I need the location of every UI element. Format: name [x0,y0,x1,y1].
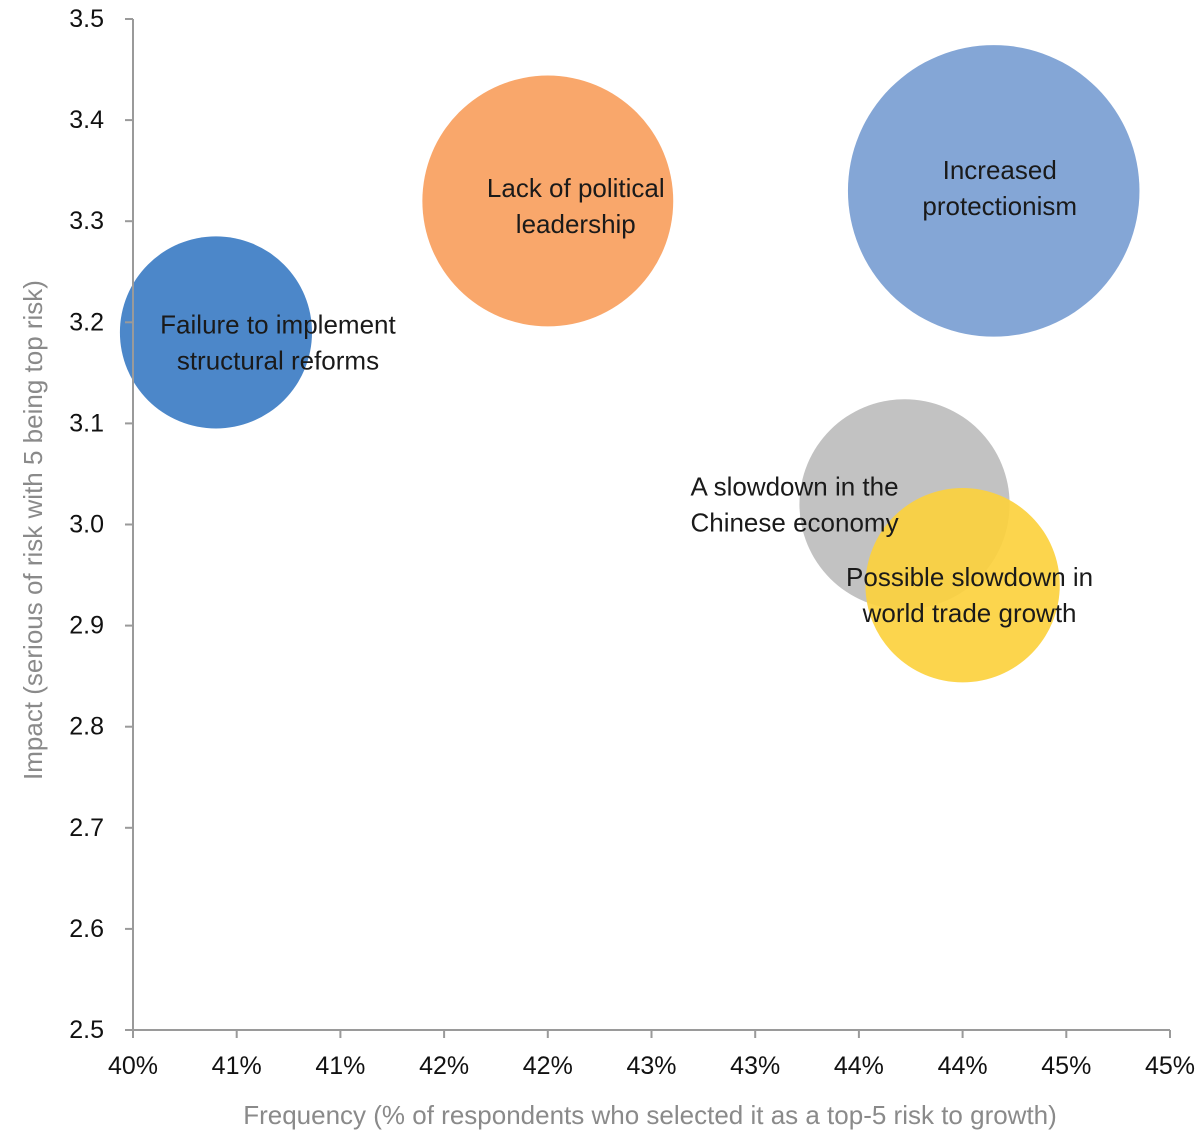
bubble-label: Failure to implement [160,309,396,339]
bubble-label: leadership [516,209,636,239]
x-tick-label: 43% [730,1052,780,1080]
bubble-label-layer: Failure to implement structural reforms La… [160,155,1093,628]
x-tick-label: 40% [108,1052,158,1080]
bubble-label: protectionism [922,191,1077,221]
y-axis-title: Impact (serious of risk with 5 being top… [18,280,48,780]
y-tick-label: 2.8 [69,713,104,741]
x-tick-label: 44% [938,1052,988,1080]
x-tick-label: 41% [212,1052,262,1080]
bubble-label: Lack of political [487,173,665,203]
bubble-label: A slowdown in the [690,471,898,501]
x-tick-label: 42% [523,1052,573,1080]
x-tick-label: 41% [315,1052,365,1080]
bubble-layer [119,45,1140,683]
y-tick-label: 3.1 [69,409,104,437]
x-axis-title: Frequency (% of respondents who selected… [243,1100,1057,1130]
x-tick-label: 45% [1145,1052,1195,1080]
y-tick-label: 2.9 [69,612,104,640]
y-tick-label: 2.6 [69,915,104,943]
x-tick-label: 44% [834,1052,884,1080]
bubble-label: world trade growth [862,598,1077,628]
axes: 2.5 2.6 2.7 2.8 2.9 3.0 3.1 3.2 3.3 3.4 3.5 40% 41% 4… [69,5,1195,1080]
x-tick-label: 42% [419,1052,469,1080]
y-tick-label: 2.5 [69,1016,104,1044]
y-tick-label: 3.0 [69,511,104,539]
bubble-label: structural reforms [177,345,379,375]
bubble [422,75,674,327]
x-tick-label: 43% [626,1052,676,1080]
y-tick-label: 3.4 [69,106,104,134]
x-tick-label: 45% [1041,1052,1091,1080]
bubble-label: Possible slowdown in [846,562,1093,592]
y-tick-label: 2.7 [69,814,104,842]
y-tick-label: 3.3 [69,207,104,235]
bubble-label: Increased [943,155,1057,185]
y-tick-label: 3.2 [69,308,104,336]
bubble [119,236,313,429]
bubble [865,487,1060,683]
bubble [847,45,1140,337]
y-tick-label: 3.5 [69,5,104,33]
bubble-label: Chinese economy [690,507,898,537]
